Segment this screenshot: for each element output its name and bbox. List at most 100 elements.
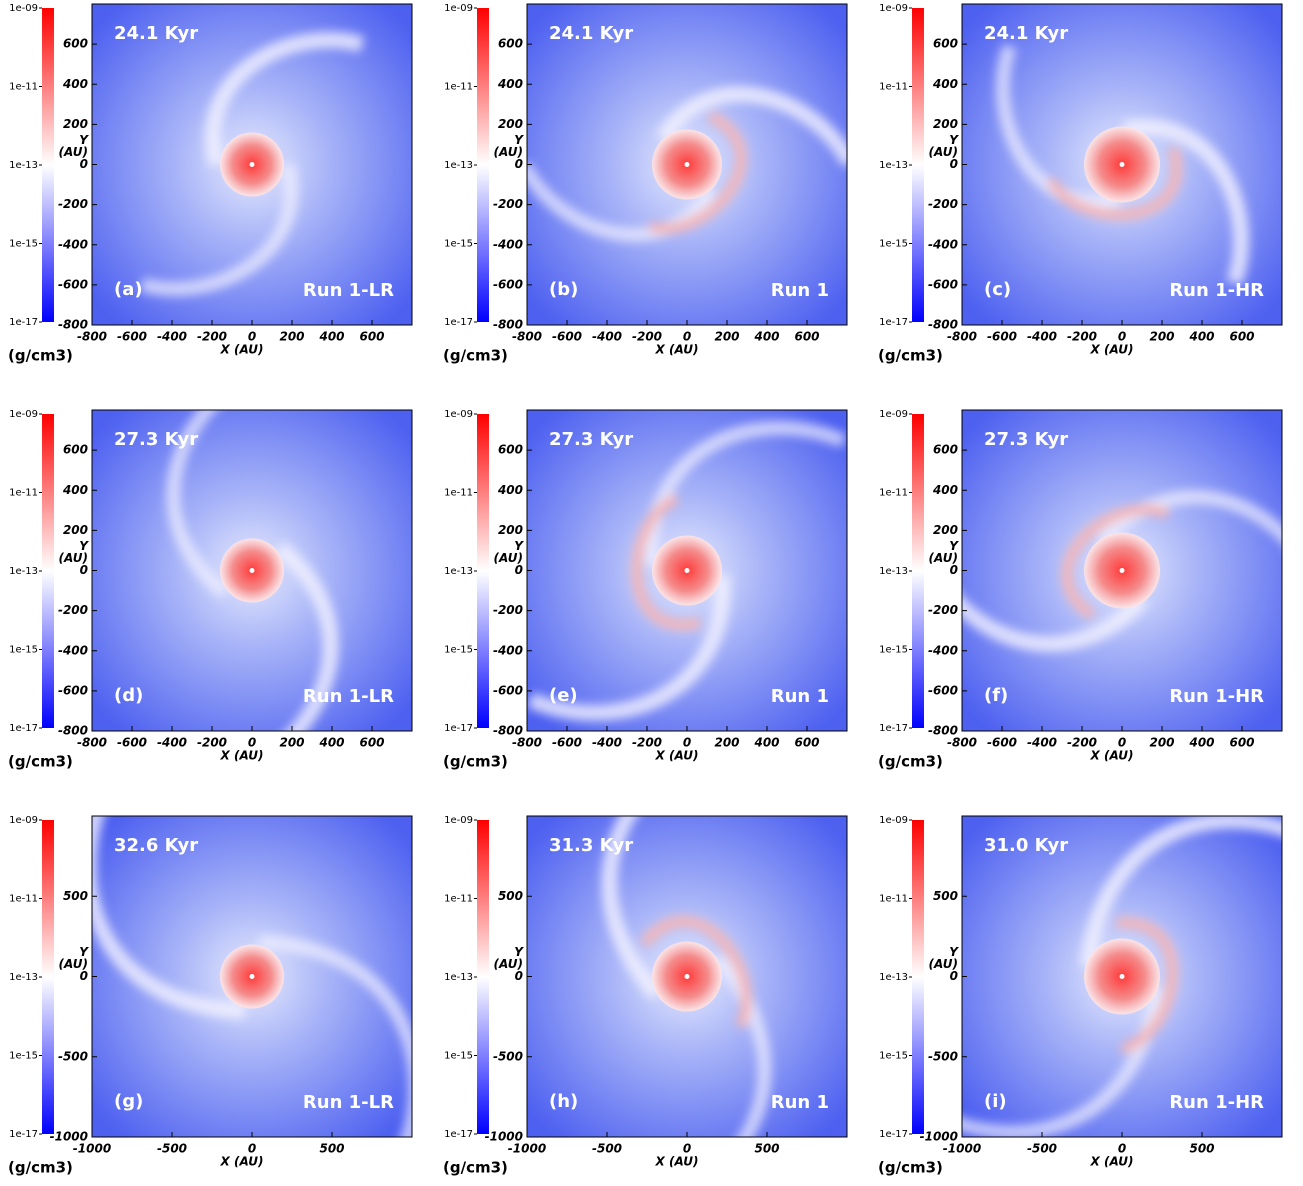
y-tick-label: -600 (928, 277, 958, 291)
x-tick-label: -200 (197, 736, 227, 750)
colorbar-tick-label: 1e-15 (879, 645, 908, 656)
x-tick-label: 0 (1118, 736, 1126, 750)
colorbar-tick-label: 1e-13 (879, 160, 908, 171)
y-tick-label: 0 (80, 969, 88, 983)
y-axis-label: Y (79, 133, 89, 147)
time-label: 31.3 Kyr (549, 835, 633, 856)
sink (249, 162, 255, 167)
x-tick-label: 400 (1188, 330, 1214, 344)
x-tick-label: 400 (753, 736, 779, 750)
time-label: 24.1 Kyr (114, 23, 198, 44)
colorbar-tick-label: 1e-15 (9, 1051, 38, 1062)
x-tick-label: -200 (1067, 330, 1097, 344)
run-label: Run 1-HR (1169, 1092, 1264, 1113)
y-tick-label: 0 (515, 969, 523, 983)
density-image (962, 816, 1282, 1137)
spiral-arms (996, 44, 1249, 286)
y-tick-label: -200 (58, 603, 88, 617)
colorbar-tick-label: 1e-11 (444, 488, 473, 499)
y-tick-label: 600 (933, 37, 958, 51)
y-axis-label: (AU) (929, 145, 958, 159)
colorbar-tick-label: 1e-11 (444, 82, 473, 93)
run-label: Run 1 (771, 1092, 829, 1113)
y-tick-label: -1000 (920, 1130, 958, 1144)
y-tick-label: -200 (928, 197, 958, 211)
y-tick-label: 200 (933, 117, 958, 131)
x-tick-label: -400 (1027, 736, 1057, 750)
y-tick-label: -600 (493, 277, 523, 291)
x-axis-label: X (AU) (1090, 1155, 1134, 1169)
panel-label: (g) (114, 1091, 143, 1112)
y-tick-label: 0 (950, 157, 958, 171)
x-tick-label: -600 (987, 330, 1017, 344)
panel: 31.3 Kyr (h) Run 1 -1000 -500 0 500 X (AU) -1000… (443, 815, 848, 1177)
x-tick-label: -800 (77, 330, 107, 344)
y-tick-label: 400 (62, 77, 88, 91)
sink (684, 974, 690, 979)
panel: 31.0 Kyr (i) Run 1-HR -1000 -500 0 500 X (AU) -1… (878, 815, 1283, 1177)
y-tick-label: -800 (493, 724, 523, 738)
y-tick-label: -800 (493, 318, 523, 332)
x-tick-label: 400 (1188, 736, 1214, 750)
sink (684, 568, 690, 573)
y-tick-label: -1000 (485, 1130, 523, 1144)
sink (684, 162, 690, 167)
colorbar-tick-label: 1e-15 (444, 645, 473, 656)
x-tick-label: 500 (1189, 1142, 1214, 1156)
spiral-arms (92, 816, 412, 1137)
colorbar-label: (g/cm3) (443, 1159, 508, 1177)
colorbar-tick-label: 1e-15 (444, 239, 473, 250)
x-axis-label: X (AU) (655, 1155, 699, 1169)
y-tick-label: -200 (58, 197, 88, 211)
y-tick-label: 0 (950, 969, 958, 983)
x-tick-label: -600 (117, 330, 147, 344)
colorbar (912, 8, 924, 322)
x-tick-label: -500 (157, 1142, 187, 1156)
y-axis-label: (AU) (494, 145, 523, 159)
y-tick-label: -800 (58, 318, 88, 332)
x-tick-label: -500 (592, 1142, 622, 1156)
panel-label: (b) (549, 279, 578, 300)
panel-label: (h) (549, 1091, 578, 1112)
arm (656, 86, 847, 167)
x-tick-label: 400 (318, 736, 344, 750)
run-label: Run 1-HR (1169, 280, 1264, 301)
arm (259, 935, 412, 1137)
panel-label: (e) (549, 685, 578, 706)
y-tick-label: -800 (928, 724, 958, 738)
arm (205, 32, 365, 167)
arm (1062, 504, 1170, 620)
x-tick-label: -600 (987, 736, 1017, 750)
colorbar-tick-label: 1e-17 (444, 317, 473, 328)
x-tick-label: -200 (197, 330, 227, 344)
colorbar-tick-label: 1e-15 (444, 1051, 473, 1062)
spiral-arms (527, 86, 847, 242)
y-tick-label: -200 (928, 603, 958, 617)
y-axis-label: Y (949, 133, 959, 147)
x-tick-label: 0 (683, 736, 691, 750)
x-tick-label: 0 (683, 330, 691, 344)
y-tick-label: -400 (928, 643, 958, 657)
colorbar-label: (g/cm3) (443, 347, 508, 365)
colorbar-label: (g/cm3) (878, 1159, 943, 1177)
time-label: 27.3 Kyr (549, 429, 633, 450)
y-tick-label: -200 (493, 603, 523, 617)
x-tick-label: 500 (754, 1142, 779, 1156)
y-tick-label: 0 (515, 157, 523, 171)
density-image (527, 816, 847, 1137)
y-axis-label: Y (79, 539, 89, 553)
spiral-arms (962, 490, 1282, 652)
x-tick-label: -800 (947, 330, 977, 344)
y-tick-label: 400 (497, 483, 523, 497)
x-tick-label: 0 (1118, 330, 1126, 344)
density-image (92, 4, 412, 325)
y-tick-label: 600 (498, 443, 523, 457)
colorbar-tick-label: 1e-11 (9, 894, 38, 905)
y-axis-label: Y (514, 133, 524, 147)
x-tick-label: 200 (714, 330, 739, 344)
colorbar-label: (g/cm3) (8, 753, 73, 771)
time-label: 24.1 Kyr (984, 23, 1068, 44)
arm (631, 493, 701, 630)
y-tick-label: 600 (63, 443, 88, 457)
